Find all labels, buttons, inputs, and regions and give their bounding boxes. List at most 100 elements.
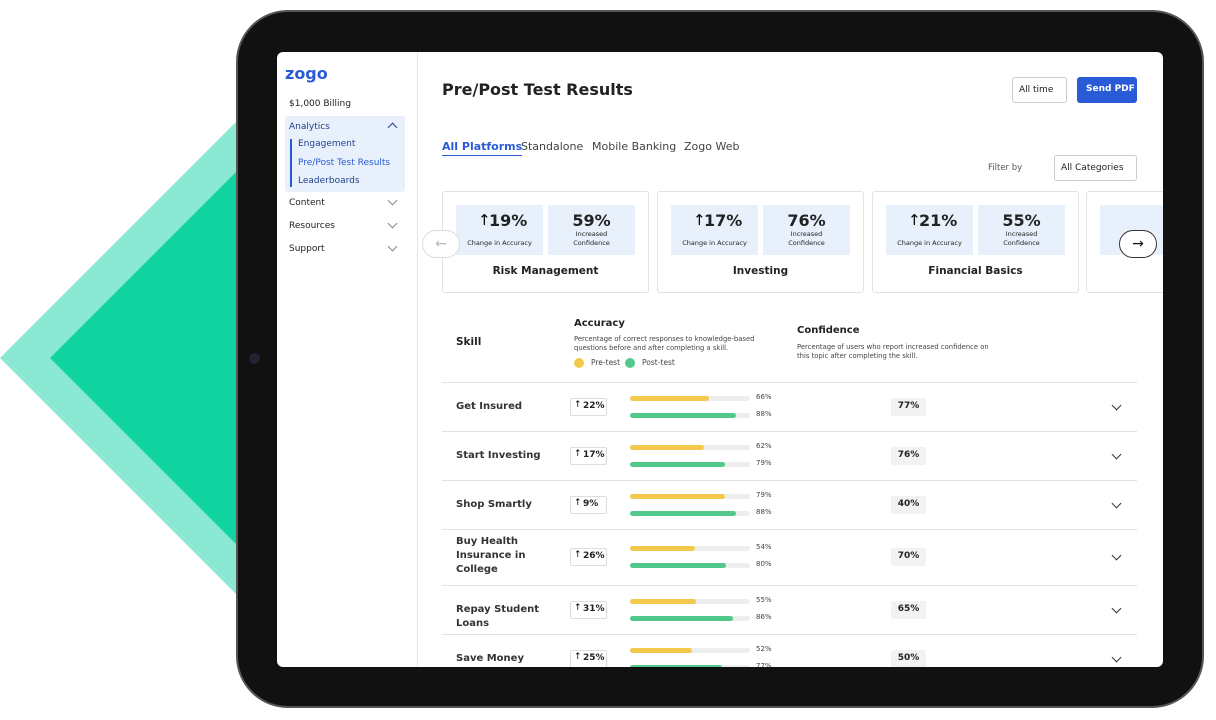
column-desc: Percentage of correct responses to knowl… <box>574 335 755 352</box>
change-badge <box>570 548 607 566</box>
column-header: Accuracy <box>574 318 625 329</box>
up-arrow: ↑ <box>574 602 582 613</box>
confidence-badge <box>891 495 926 514</box>
filter-label: Filter by <box>988 163 1023 173</box>
stat-label: Change in Accuracy <box>897 239 962 247</box>
nav-item[interactable]: Support <box>289 244 325 254</box>
sidebar <box>277 52 418 667</box>
chevron-icon[interactable] <box>1111 449 1122 459</box>
stat-label: Change in Accuracy <box>467 239 532 247</box>
card-name: Investing <box>732 265 789 277</box>
accuracy-change: 22% <box>583 400 605 411</box>
pre-test-bar <box>630 647 693 653</box>
stat-box <box>978 205 1065 255</box>
skill-name: Repay Student Loans <box>456 603 540 629</box>
range-dropdown[interactable]: All time <box>1012 77 1067 103</box>
nav-item[interactable]: Content <box>289 198 325 208</box>
carousel-prev[interactable]: ← <box>422 230 460 258</box>
up-arrow: ↑ <box>574 399 582 410</box>
chevron-icon[interactable] <box>1111 498 1122 508</box>
confidence-badge <box>891 548 926 566</box>
stat-label: Increased Confidence <box>573 230 610 247</box>
column-header: Skill <box>456 336 482 348</box>
pre-test-bar <box>630 546 695 551</box>
nav-indicator <box>290 139 292 187</box>
confidence-value: 65% <box>897 603 920 614</box>
skill-card <box>1086 191 1163 293</box>
skill-name: Shop Smartly <box>456 498 532 510</box>
nav-subitem[interactable]: Engagement <box>298 139 356 149</box>
chevron-icon[interactable] <box>1111 550 1122 561</box>
post-test-bar <box>630 664 723 667</box>
nav-group-bg <box>285 116 405 192</box>
accuracy-change: 9% <box>583 498 599 509</box>
chevron-icon[interactable] <box>1111 652 1122 662</box>
row-divider <box>442 382 1137 383</box>
stat-label: Increased Confidence <box>1003 230 1040 247</box>
tab[interactable]: Mobile Banking <box>592 140 677 153</box>
column-desc: Percentage of users who report increased… <box>797 343 989 360</box>
stat-label: Change in Accuracy <box>682 239 747 247</box>
nav-item[interactable]: Resources <box>289 221 335 231</box>
nav-subitem[interactable]: Pre/Post Test Results <box>298 157 391 168</box>
confidence-value: 40% <box>897 498 920 509</box>
tab[interactable]: Standalone <box>521 140 584 153</box>
skill-card <box>872 191 1079 293</box>
bar-value: 79% <box>756 490 772 499</box>
confidence-value: 76% <box>897 449 920 460</box>
confidence-value: 50% <box>897 652 920 663</box>
pre-test-bar <box>630 598 696 604</box>
confidence-value: 59% <box>572 211 611 230</box>
nav-item[interactable]: Analytics <box>289 122 330 132</box>
nav-subitem[interactable]: Leaderboards <box>298 176 360 186</box>
column-header: Confidence <box>797 325 860 336</box>
skill-name: Save Money <box>456 652 524 664</box>
skill-card <box>657 191 864 293</box>
confidence-value: 76% <box>787 211 826 230</box>
confidence-badge <box>891 649 926 667</box>
skill-name: Get Insured <box>456 400 523 412</box>
bar-value: 55% <box>756 595 772 604</box>
chevron-icon[interactable] <box>1111 603 1122 613</box>
tab[interactable]: Zogo Web <box>684 140 740 153</box>
bar-value: 88% <box>756 409 772 418</box>
row-divider <box>442 480 1137 481</box>
confidence-value: 77% <box>897 400 920 411</box>
logo[interactable]: zogo <box>285 64 328 83</box>
confidence-value: 70% <box>897 551 920 561</box>
bar-value: 86% <box>756 612 772 621</box>
chevron-icon[interactable] <box>1111 400 1122 410</box>
change-badge <box>570 495 607 514</box>
legend-dot <box>625 358 635 368</box>
bar-value: 79% <box>756 458 772 467</box>
legend-label: Pre-test <box>591 358 621 367</box>
change-badge <box>570 649 607 667</box>
pre-test-bar <box>630 444 705 450</box>
accuracy-change: 17% <box>583 449 605 460</box>
stat-label: Increased Confidence <box>788 230 825 247</box>
camera <box>249 353 260 364</box>
skill-name: Buy Health Insurance in College <box>456 536 526 575</box>
accuracy-change: 19% <box>489 211 528 230</box>
post-test-bar <box>630 615 734 621</box>
card-name: Financial Basics <box>928 265 1023 277</box>
row-divider <box>442 529 1137 530</box>
send-pdf-button[interactable]: Send PDF <box>1077 77 1137 103</box>
post-test-bar <box>630 510 736 516</box>
skill-name: Start Investing <box>456 449 541 461</box>
bar-value: 54% <box>756 543 772 551</box>
bar-value: 52% <box>756 644 772 653</box>
accuracy-change: 25% <box>583 652 605 663</box>
bar-value: 66% <box>756 392 772 401</box>
up-arrow: ↑ <box>574 550 582 560</box>
accuracy-change: 31% <box>583 603 605 614</box>
up-arrow: ↑ <box>574 448 582 459</box>
tab[interactable]: All Platforms <box>442 140 523 156</box>
card-name: Risk Management <box>492 265 599 277</box>
up-arrow: ↑ <box>693 211 706 229</box>
billing-link[interactable]: $1,000 Billing <box>289 99 351 109</box>
stat-box <box>456 205 543 255</box>
category-dropdown[interactable]: All Categories <box>1054 155 1137 181</box>
carousel-next[interactable]: → <box>1119 230 1157 258</box>
